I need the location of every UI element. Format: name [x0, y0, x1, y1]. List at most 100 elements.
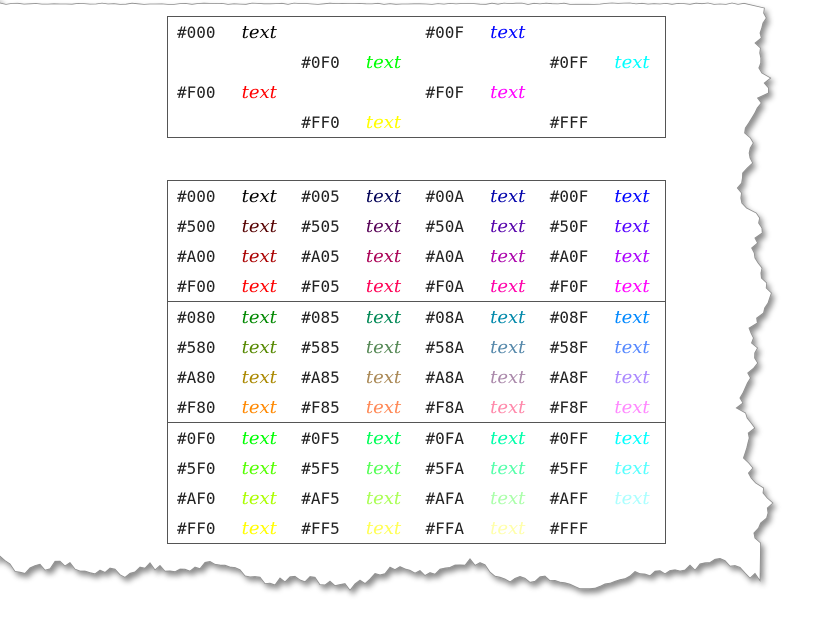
table-row: #A80 text #A85 text #A8A text #A8F text [168, 362, 665, 392]
row-group: #000 text #005 text #00A text #00F text #500 text… [168, 181, 665, 301]
color-sample-text: text [490, 245, 526, 267]
color-sample-text: text [365, 366, 402, 388]
color-sample-text: text [241, 275, 277, 297]
color-code: #F80 [177, 397, 216, 417]
color-sample-text: text [490, 185, 526, 207]
color-code: #000 [177, 186, 216, 206]
table-row: #5F0 text #5F5 text #5FA text #5FF text [168, 453, 665, 483]
color-code: #F05 [301, 276, 340, 296]
color-sample-text: text [365, 275, 402, 297]
color-sample-text: text [490, 336, 526, 358]
color-code: #5FF [549, 458, 589, 478]
color-code: #F0A [425, 276, 465, 296]
color-sample-text: text [241, 185, 277, 207]
color-code: #F8A [425, 397, 465, 417]
color-code: #0F5 [301, 428, 340, 448]
color-code: #5F0 [177, 458, 216, 478]
table-row: #0F0 text #0F5 text #0FA text #0FF text [168, 423, 665, 453]
color-code: #A0A [425, 246, 465, 266]
color-code: #F00 [177, 82, 216, 102]
color-code: #A8A [425, 367, 465, 387]
color-code: #AF0 [177, 488, 216, 508]
color-sample-text: text [365, 306, 402, 328]
color-sample-text: text [614, 427, 650, 449]
color-code: #50F [549, 216, 589, 236]
color-sample-text: text [365, 457, 402, 479]
color-sample-text: text [365, 427, 402, 449]
color-sample-text: text [365, 51, 402, 73]
color-code: #580 [177, 337, 216, 357]
color-sample-text: text [614, 275, 650, 297]
color-code: #5FA [425, 458, 465, 478]
color-sample-text: text [614, 111, 650, 133]
color-sample-text: text [490, 81, 526, 103]
color-code: #A8F [549, 367, 589, 387]
table-row: #0F0 text #0FF text [168, 47, 665, 77]
color-code: #FF0 [177, 518, 216, 538]
color-sample-text: text [490, 487, 526, 509]
color-code: #505 [301, 216, 340, 236]
color-sample-text: text [241, 245, 277, 267]
color-code: #A05 [301, 246, 340, 266]
color-sample-text: text [490, 306, 526, 328]
row-group: #0F0 text #0F5 text #0FA text #0FF text #5F0 text… [168, 422, 665, 543]
table-row: #080 text #085 text #08A text #08F text [168, 302, 665, 332]
color-sample-text: text [365, 487, 402, 509]
color-code: #A00 [177, 246, 216, 266]
color-code: #FFF [549, 518, 589, 538]
color-code: #58F [549, 337, 589, 357]
color-code: #FF0 [301, 112, 340, 132]
color-sample-text: text [614, 51, 650, 73]
table-row: #500 text #505 text #50A text #50F text [168, 211, 665, 241]
table-row: #580 text #585 text #58A text #58F text [168, 332, 665, 362]
color-sample-text: text [241, 366, 277, 388]
color-code: #08A [425, 307, 465, 327]
table-row: #A00 text #A05 text #A0A text #A0F text [168, 241, 665, 271]
color-sample-text: text [614, 185, 650, 207]
color-code: #58A [425, 337, 465, 357]
color-sample-text: text [490, 215, 526, 237]
primary-colors-table: #000 text #00F text #0F0 text #0FF text #F00 text… [167, 16, 666, 138]
table-row: #AF0 text #AF5 text #AFA text #AFF text [168, 483, 665, 513]
color-code: #000 [177, 22, 216, 42]
color-sample-text: text [490, 427, 526, 449]
color-code: #085 [301, 307, 340, 327]
color-code: #F85 [301, 397, 340, 417]
color-sample-text: text [241, 427, 277, 449]
color-sample-text: text [614, 366, 650, 388]
color-sample-text: text [241, 306, 277, 328]
color-code: #FFF [549, 112, 589, 132]
color-sample-text: text [614, 336, 650, 358]
color-sample-text: text [614, 517, 650, 539]
color-sample-text: text [241, 487, 277, 509]
color-code: #00F [549, 186, 589, 206]
color-sample-text: text [241, 336, 277, 358]
color-sample-text: text [241, 396, 277, 418]
table-row: #000 text #005 text #00A text #00F text [168, 181, 665, 211]
color-grid-table: #000 text #005 text #00A text #00F text #500 text… [167, 180, 666, 544]
row-group: #080 text #085 text #08A text #08F text #580 text… [168, 301, 665, 422]
color-code: #AFA [425, 488, 465, 508]
color-code: #FFA [425, 518, 465, 538]
color-sample-text: text [365, 245, 402, 267]
table-row: #FF0 text #FF5 text #FFA text #FFF text [168, 513, 665, 543]
color-code: #0FF [549, 52, 589, 72]
color-code: #0FA [425, 428, 465, 448]
color-sample-text: text [241, 21, 277, 43]
color-code: #A0F [549, 246, 589, 266]
color-sample-text: text [490, 457, 526, 479]
color-sample-text: text [614, 487, 650, 509]
color-sample-text: text [365, 336, 402, 358]
color-sample-text: text [614, 245, 650, 267]
color-sample-text: text [614, 215, 650, 237]
color-sample-text: text [365, 517, 402, 539]
color-code: #0F0 [177, 428, 216, 448]
color-code: #0F0 [301, 52, 340, 72]
color-code: #A85 [301, 367, 340, 387]
color-sample-text: text [490, 396, 526, 418]
color-code: #FF5 [301, 518, 340, 538]
table-row: #FF0 text #FFF text [168, 107, 665, 137]
table-row: #F00 text #F05 text #F0A text #F0F text [168, 271, 665, 301]
color-code: #F0F [425, 82, 465, 102]
row-group: #000 text #00F text #0F0 text #0FF text #F00 text… [168, 17, 665, 137]
